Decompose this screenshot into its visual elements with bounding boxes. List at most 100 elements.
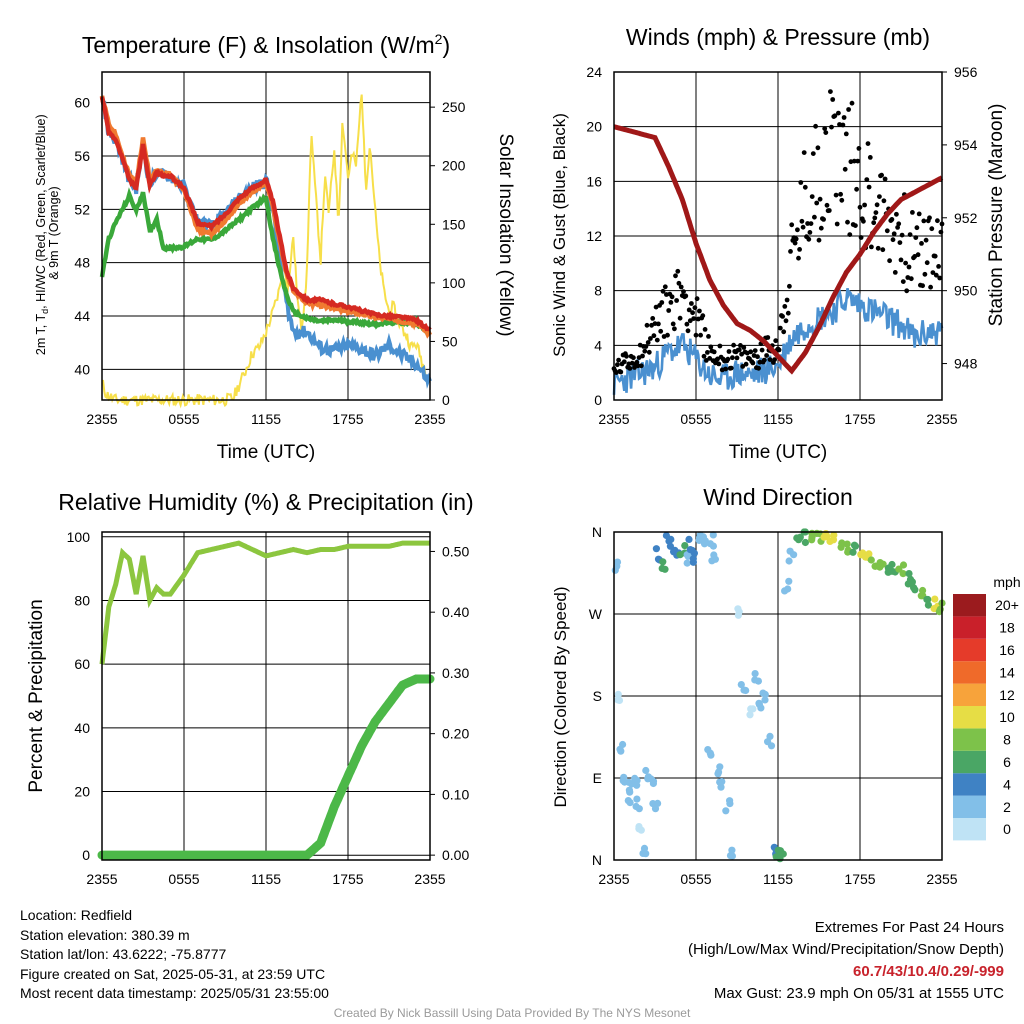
gust-point <box>862 202 867 208</box>
gust-point <box>685 328 691 334</box>
x-tick-label: 0555 <box>680 871 711 887</box>
gust-point <box>802 184 808 190</box>
gust-point <box>921 218 927 224</box>
gust-point <box>783 318 789 324</box>
extremes-box: Extremes For Past 24 Hours (High/Low/Max… <box>688 917 1004 1005</box>
gust-point <box>814 200 820 206</box>
direction-point <box>633 781 641 789</box>
pressure-line <box>613 124 944 375</box>
direction-point <box>849 548 857 556</box>
colorbar-label: 0 <box>1003 821 1011 837</box>
y-tick-label: 20 <box>74 784 90 800</box>
gust-point <box>829 124 834 130</box>
gust-point <box>736 347 742 353</box>
plot-frame <box>613 71 943 401</box>
gust-point <box>858 235 864 240</box>
direction-point <box>737 681 745 689</box>
humidity-line <box>99 540 430 665</box>
colorbar-label: 20+ <box>995 597 1019 613</box>
x-tick-label: 1755 <box>844 871 875 887</box>
y-tick-label: 52 <box>74 201 90 217</box>
gust-point <box>797 247 802 252</box>
direction-point <box>850 541 859 549</box>
gust-point <box>821 217 826 222</box>
gust-point <box>805 221 810 226</box>
gust-point <box>910 210 915 215</box>
gust-point <box>787 283 792 289</box>
direction-point <box>761 690 769 699</box>
direction-point <box>681 542 689 550</box>
winds-xlabel: Time (UTC) <box>729 442 828 463</box>
gust-point <box>674 298 679 303</box>
gust-point <box>782 304 788 309</box>
y2-tick-label: 150 <box>442 216 466 232</box>
gust-point <box>728 365 734 371</box>
direction-point <box>843 540 851 548</box>
pressure-ylabel: Station Pressure (Maroon) <box>986 104 1007 327</box>
direction-point <box>637 826 645 834</box>
direction-point <box>642 850 650 858</box>
direction-point <box>613 562 621 570</box>
gust-point <box>701 353 707 359</box>
gust-point <box>937 275 943 281</box>
recent-timestamp: Most recent data timestamp: 2025/05/31 2… <box>20 985 329 1001</box>
gust-point <box>773 338 779 344</box>
y-tick-label: 12 <box>586 228 602 244</box>
x-tick-label: 0555 <box>168 871 199 887</box>
gust-point <box>813 123 818 129</box>
plot-frame <box>101 71 431 401</box>
direction-point <box>734 611 743 619</box>
gust-point <box>796 255 801 261</box>
gust-point <box>656 321 661 327</box>
gust-point <box>898 257 904 263</box>
gust-point <box>930 270 936 275</box>
gust-point <box>665 332 670 338</box>
x-tick-label: 2355 <box>926 871 957 887</box>
gust-point <box>891 231 897 237</box>
y2-tick-label: 250 <box>442 99 466 115</box>
gust-point <box>840 122 846 128</box>
gust-point <box>873 210 879 216</box>
direction-point <box>726 800 734 808</box>
gust-point <box>764 353 769 358</box>
gust-point <box>832 113 838 119</box>
direction-point <box>706 540 714 548</box>
y-tick-label: E <box>593 770 602 786</box>
gust-point <box>618 369 624 375</box>
gust-point <box>700 313 706 319</box>
gust-point <box>668 300 674 305</box>
direction-point <box>619 777 627 785</box>
colorbar-label: 2 <box>1003 799 1011 815</box>
direction-point <box>710 551 718 559</box>
gust-point <box>809 194 815 200</box>
gust-point <box>752 348 758 353</box>
gust-point <box>882 176 888 182</box>
gust-point <box>793 236 799 242</box>
colorbar-swatch <box>953 683 986 706</box>
gust-point <box>734 355 740 361</box>
x-tick-label: 1155 <box>763 411 793 427</box>
gust-point <box>651 333 657 339</box>
y-tick-label: 40 <box>74 361 90 377</box>
gust-point <box>896 221 902 227</box>
colorbar-swatch <box>953 818 986 841</box>
direction-point <box>867 556 875 564</box>
credit-line: Created By Nick Bassill Using Data Provi… <box>333 1006 691 1020</box>
gust-point <box>897 240 903 246</box>
gust-point <box>681 289 686 294</box>
direction-point <box>715 768 723 776</box>
y-tick-label: 44 <box>74 308 90 324</box>
gust-point <box>869 244 874 250</box>
colorbar-label: 18 <box>999 620 1015 636</box>
gust-point <box>706 334 711 339</box>
winds-chart-title: Winds (mph) & Pressure (mb) <box>626 24 930 50</box>
direction-grid <box>613 531 943 861</box>
gust-point <box>777 325 783 331</box>
colorbar-swatch <box>953 750 986 774</box>
gust-point <box>927 215 932 221</box>
direction-series <box>611 528 946 863</box>
x-tick-label: 1155 <box>251 871 281 887</box>
humidity-ylabel: Percent & Precipitation <box>26 599 47 792</box>
direction-point <box>899 570 907 578</box>
colorbar-swatch <box>953 616 986 639</box>
